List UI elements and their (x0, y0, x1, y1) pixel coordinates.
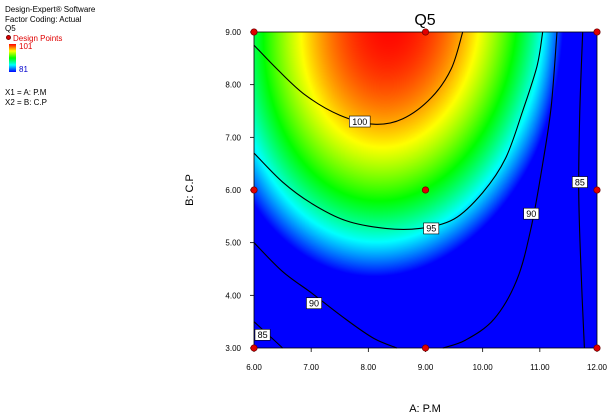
y-axis-title: B: C.P (184, 174, 196, 206)
x-tick-label: 12.00 (587, 363, 608, 372)
design-point (422, 187, 428, 193)
design-point (594, 187, 600, 193)
design-point (251, 187, 257, 193)
contour-label-90: 90 (309, 299, 319, 309)
contour-label-100: 100 (352, 117, 367, 127)
y-axis-ticks: 3.00 4.00 5.00 6.00 7.00 8.00 9.00 (225, 28, 254, 353)
design-point (251, 345, 257, 351)
design-point (422, 29, 428, 35)
design-point (422, 345, 428, 351)
x-tick-label: 11.00 (530, 363, 550, 372)
y-tick-label: 3.00 (225, 344, 241, 353)
contour-label-85: 85 (258, 330, 268, 340)
y-tick-label: 6.00 (225, 186, 241, 195)
x-axis-ticks: 6.00 7.00 8.00 9.00 10.00 11.00 12.00 (246, 348, 607, 372)
design-point (594, 345, 600, 351)
chart-title: Q5 (414, 12, 435, 29)
contour-label-95: 95 (426, 224, 436, 234)
x-tick-label: 9.00 (418, 363, 434, 372)
x-axis-title: A: P.M (409, 403, 441, 415)
design-point (251, 29, 257, 35)
x-tick-label: 6.00 (246, 363, 262, 372)
x-tick-label: 10.00 (473, 363, 494, 372)
y-tick-label: 5.00 (225, 239, 241, 248)
contour-label-85: 85 (575, 177, 585, 187)
y-tick-label: 7.00 (225, 133, 241, 142)
contour-label-90: 90 (526, 209, 536, 219)
y-tick-label: 8.00 (225, 81, 241, 90)
y-tick-label: 4.00 (225, 291, 241, 300)
y-tick-label: 9.00 (225, 28, 241, 37)
x-tick-label: 7.00 (303, 363, 319, 372)
design-point (594, 29, 600, 35)
x-tick-label: 8.00 (361, 363, 377, 372)
